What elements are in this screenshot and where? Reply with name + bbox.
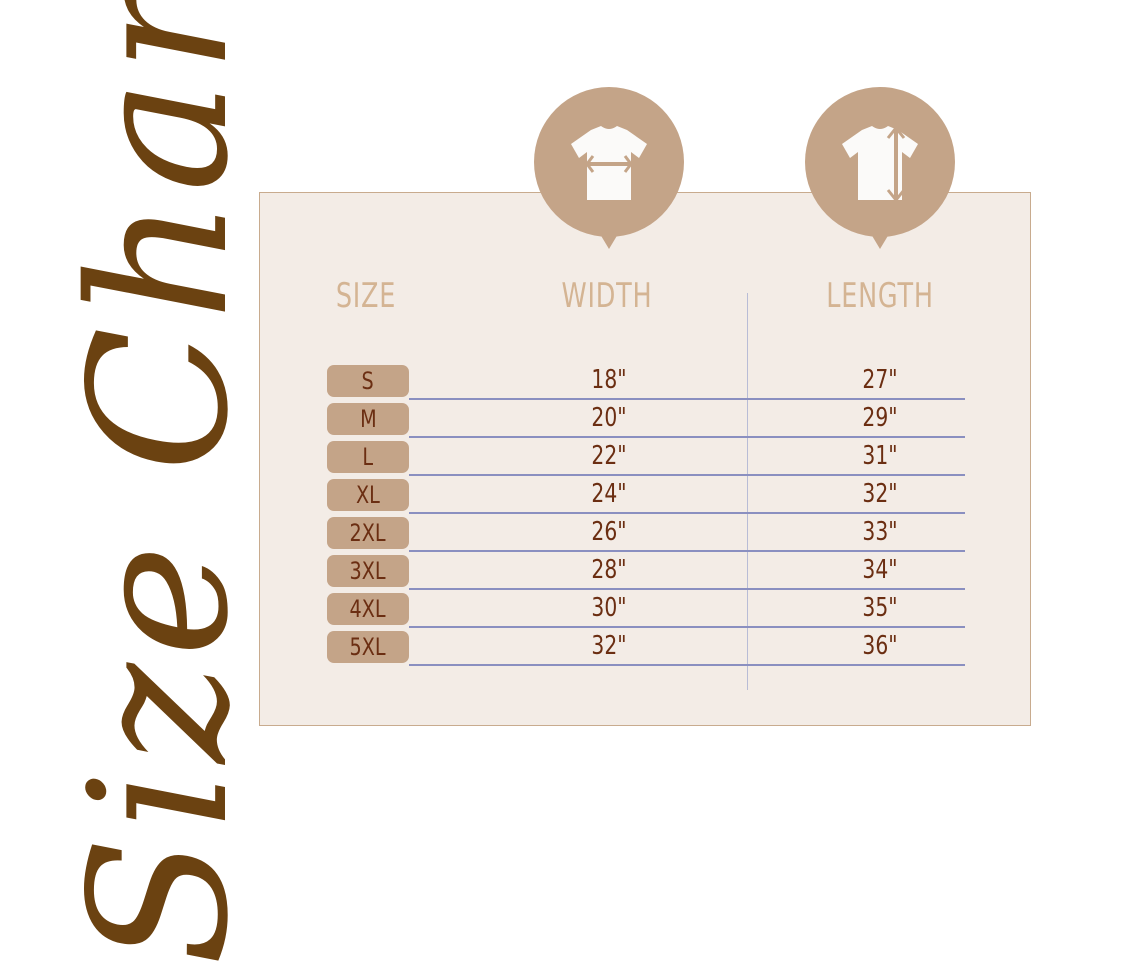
header-size: SIZE: [335, 276, 397, 316]
header-width: WIDTH: [561, 276, 653, 316]
length-value: 36": [862, 631, 898, 661]
size-text: 4XL: [349, 595, 387, 623]
size-text: XL: [356, 481, 380, 509]
row-rule: [409, 436, 965, 438]
row-rule: [409, 664, 965, 666]
tshirt-width-icon: [534, 87, 684, 249]
width-value: 20": [591, 403, 627, 433]
row-rule: [409, 626, 965, 628]
size-text: L: [362, 443, 374, 471]
size-label: 3XL: [327, 555, 409, 587]
size-label: L: [327, 441, 409, 473]
length-value: 33": [862, 517, 898, 547]
width-value: 30": [591, 593, 627, 623]
length-value: 35": [862, 593, 898, 623]
length-value: 34": [862, 555, 898, 585]
size-text: 3XL: [349, 557, 387, 585]
length-value: 29": [862, 403, 898, 433]
length-value: 31": [862, 441, 898, 471]
width-value: 26": [591, 517, 627, 547]
size-text: S: [361, 367, 375, 395]
size-label: M: [327, 403, 409, 435]
size-label: XL: [327, 479, 409, 511]
length-value: 32": [862, 479, 898, 509]
tshirt-length-icon: [805, 87, 955, 249]
size-text: 2XL: [349, 519, 387, 547]
column-divider: [747, 293, 748, 690]
length-value: 27": [862, 365, 898, 395]
size-text: M: [359, 405, 377, 433]
width-value: 28": [591, 555, 627, 585]
row-rule: [409, 550, 965, 552]
size-label: 4XL: [327, 593, 409, 625]
size-label: 5XL: [327, 631, 409, 663]
page-title: Size Chart: [49, 0, 270, 966]
width-value: 18": [591, 365, 627, 395]
width-value: 24": [591, 479, 627, 509]
width-value: 22": [591, 441, 627, 471]
size-text: 5XL: [349, 633, 387, 661]
size-label: S: [327, 365, 409, 397]
row-rule: [409, 588, 965, 590]
row-rule: [409, 512, 965, 514]
size-label: 2XL: [327, 517, 409, 549]
row-rule: [409, 474, 965, 476]
width-value: 32": [591, 631, 627, 661]
header-length: LENGTH: [826, 276, 934, 316]
row-rule: [409, 398, 965, 400]
